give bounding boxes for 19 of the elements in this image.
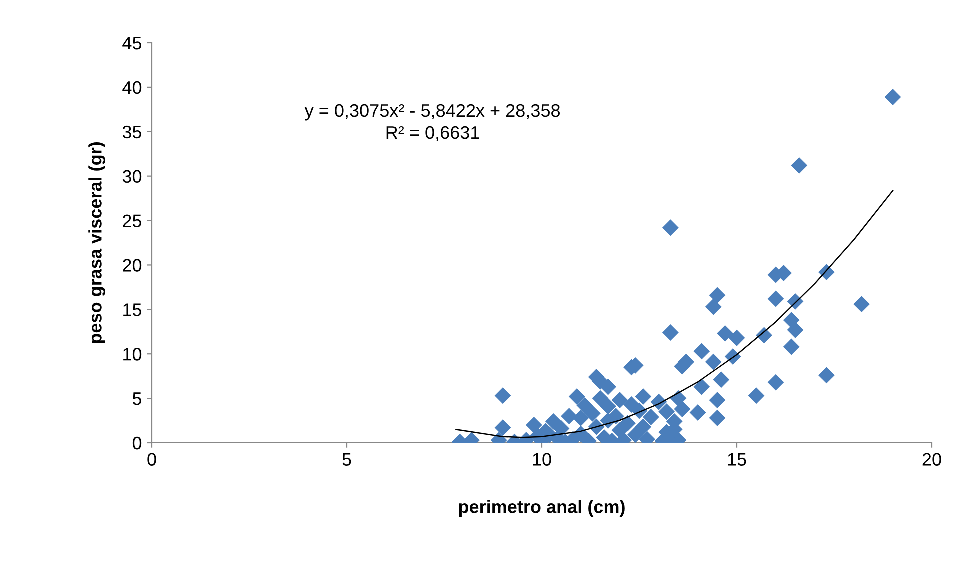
y-tick-label: 45	[122, 37, 142, 50]
y-tick-label: 0	[132, 436, 142, 450]
x-tick-label: 10	[533, 453, 552, 466]
annotation: R² = 0,6631	[386, 126, 480, 142]
y-tick-label: 15	[124, 304, 142, 316]
x-tick-label: 0	[148, 453, 156, 466]
annotation: y = 0,3075x² - 5,8422x + 28,358	[304, 104, 560, 121]
x-tick-label: 20	[922, 453, 942, 466]
y-tick-label: 25	[123, 214, 142, 228]
y-tick-label: 35	[122, 126, 142, 139]
x-tick-label: 5	[342, 453, 352, 466]
y-tick-label: 30	[122, 170, 142, 184]
y-tick-label: 40	[122, 81, 142, 94]
y-tick-label: 5	[132, 392, 142, 406]
y-tick-label: 10	[124, 348, 142, 361]
x-axis-title: perimetro anal (cm)	[459, 500, 625, 517]
x-tick-label: 15	[728, 453, 746, 466]
y-tick-label: 20	[123, 259, 142, 272]
y-axis-title: peso grasa visceral (gr)	[88, 142, 106, 344]
